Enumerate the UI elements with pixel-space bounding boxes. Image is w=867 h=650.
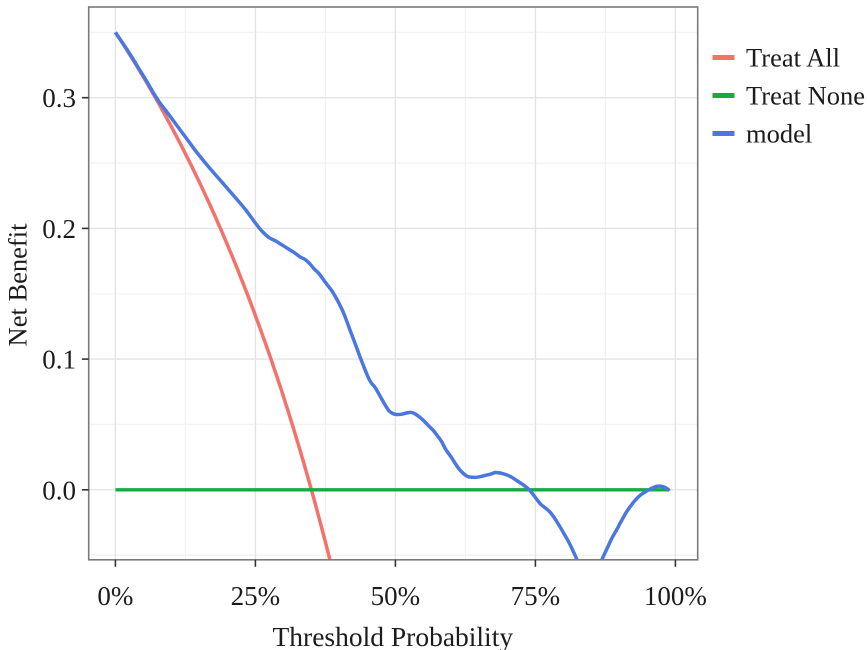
svg-text:100%: 100% [644,581,707,611]
svg-text:0.2: 0.2 [42,214,76,244]
svg-text:0.1: 0.1 [42,345,76,375]
svg-text:0.0: 0.0 [42,475,76,505]
svg-text:Threshold Probability: Threshold Probability [272,621,513,650]
svg-text:Treat All: Treat All [746,42,840,72]
svg-text:Net Benefit: Net Benefit [2,223,32,347]
svg-text:Treat None: Treat None [746,80,865,110]
svg-text:25%: 25% [231,581,281,611]
svg-text:0.3: 0.3 [42,83,76,113]
svg-text:50%: 50% [371,581,421,611]
svg-text:model: model [746,118,812,148]
svg-text:75%: 75% [511,581,561,611]
svg-text:0%: 0% [97,581,133,611]
